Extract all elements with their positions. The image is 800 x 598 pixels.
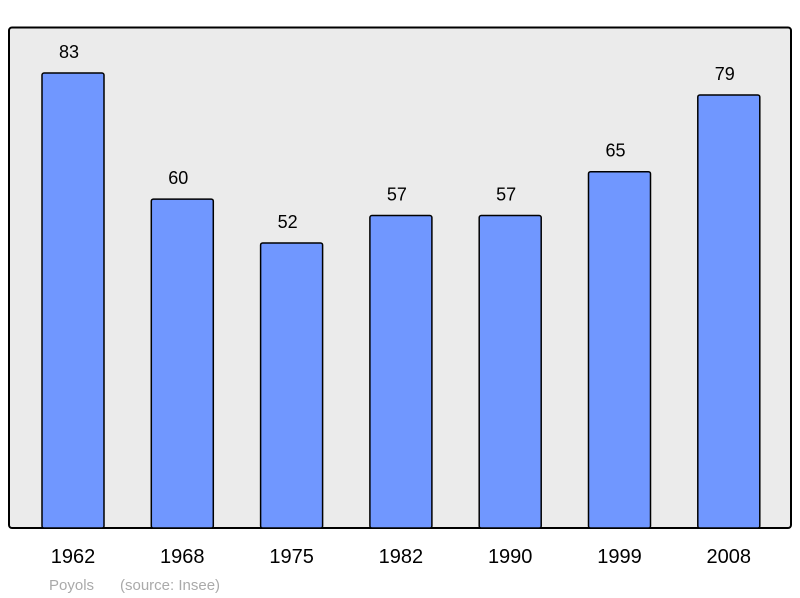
bar-1999 bbox=[587, 170, 652, 529]
data-label-1968: 60 bbox=[168, 168, 188, 188]
bar-1968 bbox=[150, 198, 215, 529]
bar-1990 bbox=[478, 214, 542, 529]
x-tick-label-1982: 1982 bbox=[379, 546, 424, 568]
footer-source: (source: Insee) bbox=[120, 577, 220, 594]
x-tick-label-1962: 1962 bbox=[51, 546, 96, 568]
x-tick-label-1975: 1975 bbox=[269, 546, 314, 568]
data-label-1962: 83 bbox=[59, 42, 79, 62]
data-label-2008: 79 bbox=[715, 64, 735, 84]
data-label-1990: 57 bbox=[496, 185, 516, 205]
bar-1982 bbox=[369, 214, 433, 529]
x-tick-label-2008: 2008 bbox=[707, 546, 752, 568]
footer-place: Poyols bbox=[49, 577, 94, 594]
x-tick-label-1968: 1968 bbox=[160, 546, 205, 568]
x-tick-label-1990: 1990 bbox=[488, 546, 533, 568]
data-label-1975: 52 bbox=[278, 212, 298, 232]
bar-1962 bbox=[41, 72, 105, 529]
bar-2008 bbox=[697, 94, 761, 529]
bar-1975 bbox=[259, 242, 324, 529]
x-tick-label-1999: 1999 bbox=[597, 546, 642, 568]
data-label-1982: 57 bbox=[387, 185, 407, 205]
data-label-1999: 65 bbox=[605, 141, 625, 161]
